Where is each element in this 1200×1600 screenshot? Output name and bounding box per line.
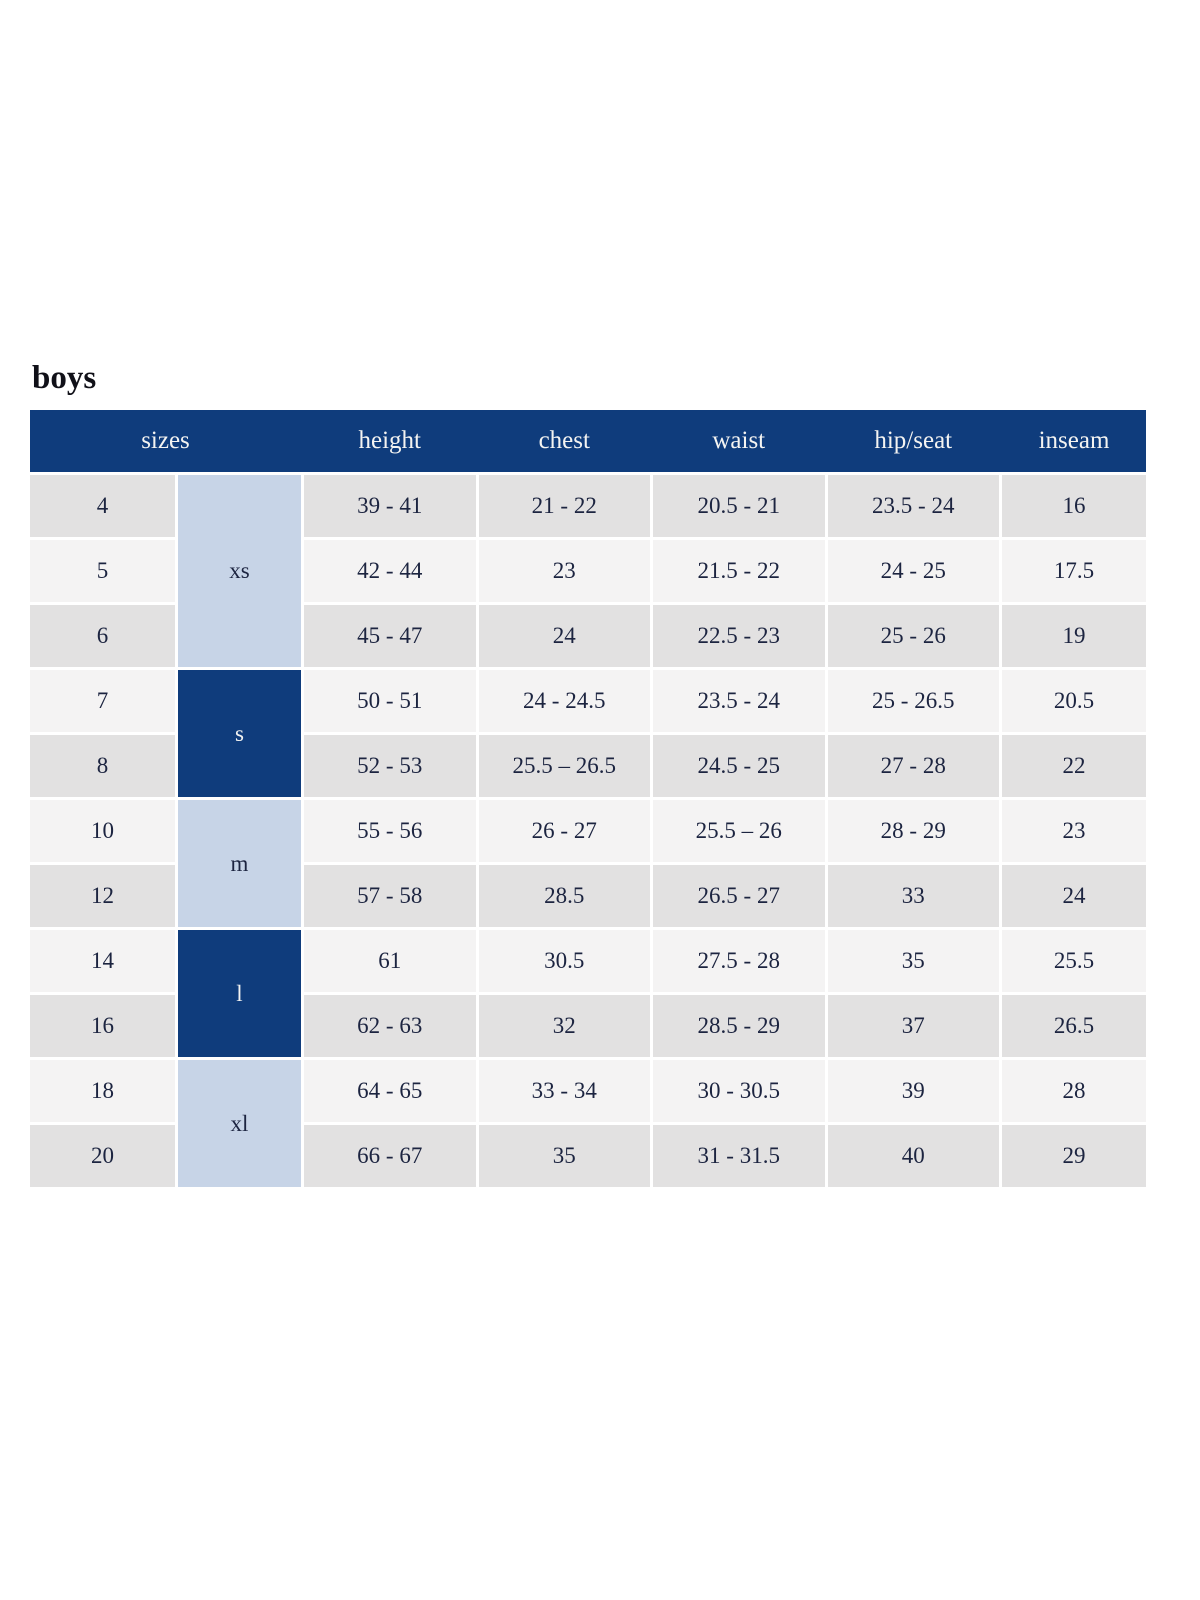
hip-seat-cell: 27 - 28 xyxy=(827,735,999,798)
size-cell: 6 xyxy=(30,605,175,668)
inseam-cell: 28 xyxy=(1002,1060,1146,1123)
hip-seat-cell: 40 xyxy=(827,1125,999,1188)
inseam-cell: 22 xyxy=(1002,735,1146,798)
chest-cell: 33 - 34 xyxy=(478,1060,650,1123)
inseam-cell: 16 xyxy=(1002,475,1146,538)
size-group-cell-m: m xyxy=(178,800,301,928)
size-cell: 12 xyxy=(30,865,175,928)
chest-cell: 26 - 27 xyxy=(478,800,650,863)
height-cell: 57 - 58 xyxy=(304,865,476,928)
hip-seat-cell: 33 xyxy=(827,865,999,928)
hip-seat-cell: 23.5 - 24 xyxy=(827,475,999,538)
page-title: boys xyxy=(32,360,97,396)
waist-cell: 26.5 - 27 xyxy=(653,865,825,928)
size-group-cell-xl: xl xyxy=(178,1060,301,1188)
hip-seat-cell: 37 xyxy=(827,995,999,1058)
size-cell: 20 xyxy=(30,1125,175,1188)
column-header-inseam: inseam xyxy=(1002,410,1146,473)
waist-cell: 22.5 - 23 xyxy=(653,605,825,668)
height-cell: 55 - 56 xyxy=(304,800,476,863)
size-cell: 8 xyxy=(30,735,175,798)
waist-cell: 24.5 - 25 xyxy=(653,735,825,798)
column-header-waist: waist xyxy=(653,410,825,473)
inseam-cell: 24 xyxy=(1002,865,1146,928)
chest-cell: 25.5 – 26.5 xyxy=(478,735,650,798)
hip-seat-cell: 28 - 29 xyxy=(827,800,999,863)
column-header-chest: chest xyxy=(478,410,650,473)
size-cell: 18 xyxy=(30,1060,175,1123)
size-group-cell-s: s xyxy=(178,670,301,798)
waist-cell: 21.5 - 22 xyxy=(653,540,825,603)
waist-cell: 25.5 – 26 xyxy=(653,800,825,863)
height-cell: 62 - 63 xyxy=(304,995,476,1058)
size-chart-section: boys sizes height chest waist hip/seat i… xyxy=(30,360,1146,1188)
column-header-height: height xyxy=(304,410,476,473)
column-header-sizes: sizes xyxy=(30,410,301,473)
waist-cell: 20.5 - 21 xyxy=(653,475,825,538)
column-header-hip-seat: hip/seat xyxy=(827,410,999,473)
size-cell: 16 xyxy=(30,995,175,1058)
waist-cell: 23.5 - 24 xyxy=(653,670,825,733)
height-cell: 64 - 65 xyxy=(304,1060,476,1123)
size-cell: 7 xyxy=(30,670,175,733)
waist-cell: 30 - 30.5 xyxy=(653,1060,825,1123)
size-group-cell-xs: xs xyxy=(178,475,301,668)
chest-cell: 35 xyxy=(478,1125,650,1188)
inseam-cell: 17.5 xyxy=(1002,540,1146,603)
size-cell: 5 xyxy=(30,540,175,603)
height-cell: 61 xyxy=(304,930,476,993)
inseam-cell: 20.5 xyxy=(1002,670,1146,733)
size-group-cell-l: l xyxy=(178,930,301,1058)
inseam-cell: 29 xyxy=(1002,1125,1146,1188)
size-cell: 4 xyxy=(30,475,175,538)
size-cell: 10 xyxy=(30,800,175,863)
hip-seat-cell: 24 - 25 xyxy=(827,540,999,603)
chest-cell: 23 xyxy=(478,540,650,603)
height-cell: 45 - 47 xyxy=(304,605,476,668)
inseam-cell: 19 xyxy=(1002,605,1146,668)
chest-cell: 24 xyxy=(478,605,650,668)
height-cell: 39 - 41 xyxy=(304,475,476,538)
table-header-row: sizes height chest waist hip/seat inseam xyxy=(30,410,1146,473)
inseam-cell: 25.5 xyxy=(1002,930,1146,993)
chest-cell: 30.5 xyxy=(478,930,650,993)
chest-cell: 32 xyxy=(478,995,650,1058)
hip-seat-cell: 25 - 26.5 xyxy=(827,670,999,733)
chest-cell: 21 - 22 xyxy=(478,475,650,538)
inseam-cell: 23 xyxy=(1002,800,1146,863)
chest-cell: 24 - 24.5 xyxy=(478,670,650,733)
size-cell: 14 xyxy=(30,930,175,993)
waist-cell: 31 - 31.5 xyxy=(653,1125,825,1188)
hip-seat-cell: 39 xyxy=(827,1060,999,1123)
hip-seat-cell: 25 - 26 xyxy=(827,605,999,668)
hip-seat-cell: 35 xyxy=(827,930,999,993)
waist-cell: 27.5 - 28 xyxy=(653,930,825,993)
height-cell: 66 - 67 xyxy=(304,1125,476,1188)
table-body: 4 xs 39 - 41 21 - 22 20.5 - 21 23.5 - 24… xyxy=(30,475,1146,1188)
height-cell: 52 - 53 xyxy=(304,735,476,798)
height-cell: 42 - 44 xyxy=(304,540,476,603)
height-cell: 50 - 51 xyxy=(304,670,476,733)
waist-cell: 28.5 - 29 xyxy=(653,995,825,1058)
chest-cell: 28.5 xyxy=(478,865,650,928)
inseam-cell: 26.5 xyxy=(1002,995,1146,1058)
